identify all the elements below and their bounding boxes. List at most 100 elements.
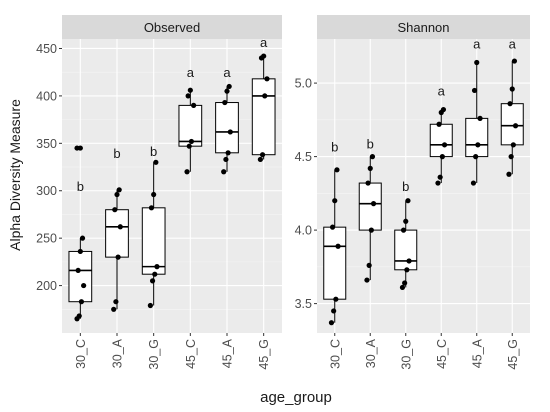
box-30-g: b	[141, 144, 166, 309]
significance-letter: a	[187, 65, 195, 80]
data-point	[153, 159, 159, 165]
box-iqr	[323, 226, 347, 300]
data-point	[474, 59, 480, 66]
y-tick-label-4-5: 4.5	[295, 150, 312, 164]
box-iqr	[429, 123, 453, 158]
data-point	[441, 142, 448, 148]
data-point	[76, 313, 82, 319]
x-tick-label-45-a: 45_A	[221, 338, 235, 368]
box-iqr	[215, 102, 239, 154]
significance-letter: b	[77, 179, 84, 194]
box-45-c: a	[429, 83, 453, 186]
data-point	[222, 99, 228, 106]
data-point	[399, 284, 406, 291]
data-point	[475, 142, 481, 148]
data-point	[402, 280, 408, 286]
data-point	[152, 271, 158, 277]
y-tick-label-200: 200	[36, 279, 57, 293]
y-axis-label: Alpha Diversity Measure	[7, 99, 23, 251]
x-tick-label-45-a: 45_A	[470, 338, 484, 368]
data-point	[77, 248, 83, 255]
data-point	[223, 156, 229, 163]
data-point	[436, 121, 442, 127]
data-point	[331, 308, 337, 314]
data-point	[188, 138, 195, 145]
significance-letter: a	[260, 35, 268, 50]
data-point	[184, 169, 190, 175]
data-point	[364, 277, 370, 283]
panel-shannon-boxes: b b b a a a	[323, 36, 524, 326]
data-point	[511, 58, 518, 64]
data-point	[400, 227, 407, 233]
box-45-c: a	[178, 65, 203, 175]
data-point	[435, 180, 441, 186]
data-point	[403, 218, 409, 224]
data-point	[264, 76, 270, 82]
data-point	[404, 267, 410, 273]
panel-shannon: Shannon 3.5 4.0 4.5 5.0 b b b a a a 30_C 30_A 30_G…	[295, 15, 530, 370]
data-point	[148, 205, 155, 211]
data-point	[334, 167, 340, 173]
data-point	[368, 227, 374, 233]
x-axis-label: age_group	[260, 389, 332, 406]
data-point	[329, 224, 336, 230]
panel-shannon-y-ticks: 3.5 4.0 4.5 5.0	[295, 77, 317, 311]
box-iqr	[394, 229, 418, 271]
box-iqr	[358, 182, 382, 231]
significance-letter: b	[331, 139, 338, 154]
data-point	[226, 83, 232, 90]
data-point	[151, 191, 157, 198]
data-point	[470, 180, 477, 186]
panel-observed-y-ticks: 200 250 300 350 400 450	[36, 42, 62, 293]
box-30-g: b	[394, 179, 418, 291]
data-point	[149, 278, 156, 284]
box-iqr	[465, 117, 489, 158]
data-point	[147, 302, 153, 309]
x-tick-label-30-a: 30_A	[364, 338, 378, 368]
significance-letter: a	[438, 83, 446, 98]
panel-observed-boxes: b b b a a a	[68, 35, 276, 322]
significance-letter: a	[223, 65, 231, 80]
significance-letter: b	[150, 144, 157, 159]
data-point	[508, 154, 514, 160]
data-point	[370, 201, 377, 207]
data-point	[510, 142, 516, 148]
data-point	[111, 306, 117, 312]
box-iqr	[105, 209, 129, 258]
data-point	[509, 86, 515, 92]
box-45-g: a	[251, 35, 276, 163]
data-point	[328, 320, 335, 326]
data-point	[81, 282, 87, 289]
box-45-g: a	[500, 36, 524, 177]
data-point	[262, 93, 268, 99]
data-point	[224, 88, 230, 94]
panel-observed-background	[62, 39, 282, 333]
data-point	[78, 299, 85, 305]
y-tick-label-3-5: 3.5	[295, 297, 312, 311]
data-point	[257, 156, 263, 163]
panel-title-shannon: Shannon	[397, 20, 449, 35]
data-point	[75, 267, 81, 274]
significance-letter: b	[402, 179, 409, 194]
data-point	[365, 180, 371, 186]
data-point	[79, 235, 86, 241]
data-point	[112, 207, 118, 213]
x-tick-label-30-c: 30_C	[328, 339, 342, 369]
x-tick-label-45-g: 45_G	[506, 339, 520, 370]
data-point	[113, 299, 119, 305]
data-point	[74, 145, 80, 151]
data-point	[191, 102, 197, 108]
data-point	[116, 187, 122, 193]
box-iqr	[141, 207, 166, 275]
panel-title-observed: Observed	[144, 20, 200, 35]
box-30-c: b	[68, 145, 93, 322]
x-tick-label-45-c: 45_C	[184, 339, 198, 369]
data-point	[227, 129, 233, 135]
x-tick-label-45-g: 45_G	[257, 339, 271, 370]
data-point	[114, 191, 120, 198]
box-45-a: a	[465, 36, 489, 186]
strip-observed	[62, 15, 282, 39]
panel-observed-x-ticks: 30_C 30_A 30_G 45_C 45_A 45_G	[74, 333, 271, 370]
panel-shannon-background	[317, 39, 530, 333]
